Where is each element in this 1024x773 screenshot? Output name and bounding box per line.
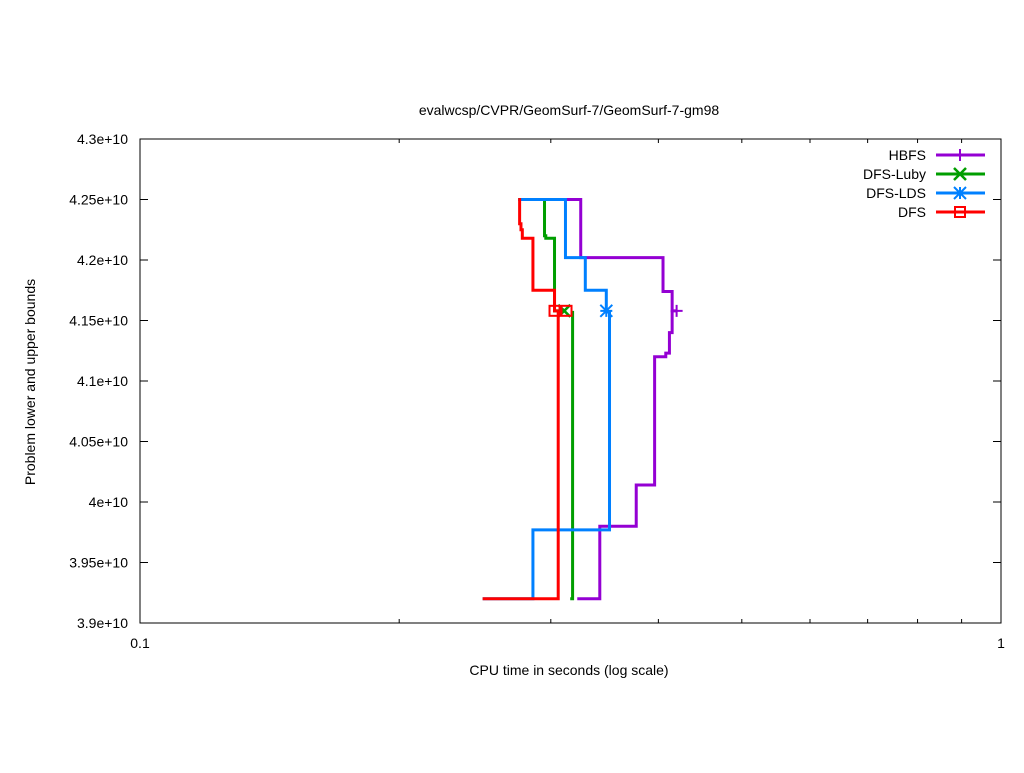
- plus-marker: [670, 304, 683, 317]
- y-tick-label: 3.95e+10: [69, 555, 128, 571]
- star-marker: [953, 186, 967, 200]
- y-tick-label: 4.2e+10: [77, 252, 128, 268]
- x-tick-label: 1: [997, 635, 1005, 651]
- y-axis-label: Problem lower and upper bounds: [22, 279, 38, 485]
- square-marker: [954, 206, 966, 218]
- y-tick-label: 4.15e+10: [69, 313, 128, 329]
- star-marker: [599, 304, 614, 318]
- legend: HBFS DFS-Luby DFS-LDS DFS: [863, 147, 985, 220]
- x-tick-label: 0.1: [130, 635, 150, 651]
- x-marker: [953, 167, 967, 181]
- square-marker: [560, 304, 573, 317]
- legend-label: DFS-LDS: [866, 185, 926, 201]
- axes: 3.9e+10 3.95e+10 4e+10 4.05e+10 4.1e+10 4.15e…: [69, 131, 1005, 651]
- upper-bound-line: [518, 198, 559, 313]
- y-tick-label: 4e+10: [89, 494, 129, 510]
- lower-bound-line: [482, 310, 560, 601]
- chart-title: evalwcsp/CVPR/GeomSurf-7/GeomSurf-7-gm98: [419, 102, 720, 118]
- square-marker: [548, 304, 561, 317]
- series-dfs-luby: [518, 198, 575, 601]
- y-tick-label: 4.1e+10: [77, 373, 128, 389]
- legend-label: DFS: [898, 204, 926, 220]
- series-dfs-lds: [482, 198, 614, 601]
- legend-item-dfs-lds: DFS-LDS: [866, 185, 985, 201]
- series-hbfs: [518, 198, 683, 601]
- legend-label: DFS-Luby: [863, 166, 926, 182]
- y-tick-label: 4.25e+10: [69, 192, 128, 208]
- upper-bound-line: [518, 198, 677, 313]
- legend-item-hbfs: HBFS: [889, 147, 985, 163]
- plot-area: [482, 198, 683, 601]
- legend-item-dfs-luby: DFS-Luby: [863, 166, 985, 182]
- lower-bound-line: [482, 310, 612, 601]
- plus-marker: [954, 149, 966, 161]
- upper-bound-line: [518, 198, 565, 313]
- x-axis-label: CPU time in seconds (log scale): [469, 662, 668, 678]
- plot-border: [139, 138, 1002, 624]
- series-dfs: [482, 198, 573, 601]
- lower-bound-line: [577, 310, 674, 601]
- upper-bound-line: [518, 198, 608, 311]
- y-tick-label: 4.05e+10: [69, 434, 128, 450]
- y-tick-label: 3.9e+10: [77, 615, 128, 631]
- legend-item-dfs: DFS: [898, 204, 985, 220]
- y-tick-label: 4.3e+10: [77, 131, 128, 147]
- legend-label: HBFS: [889, 147, 926, 163]
- lower-bound-line: [570, 310, 575, 601]
